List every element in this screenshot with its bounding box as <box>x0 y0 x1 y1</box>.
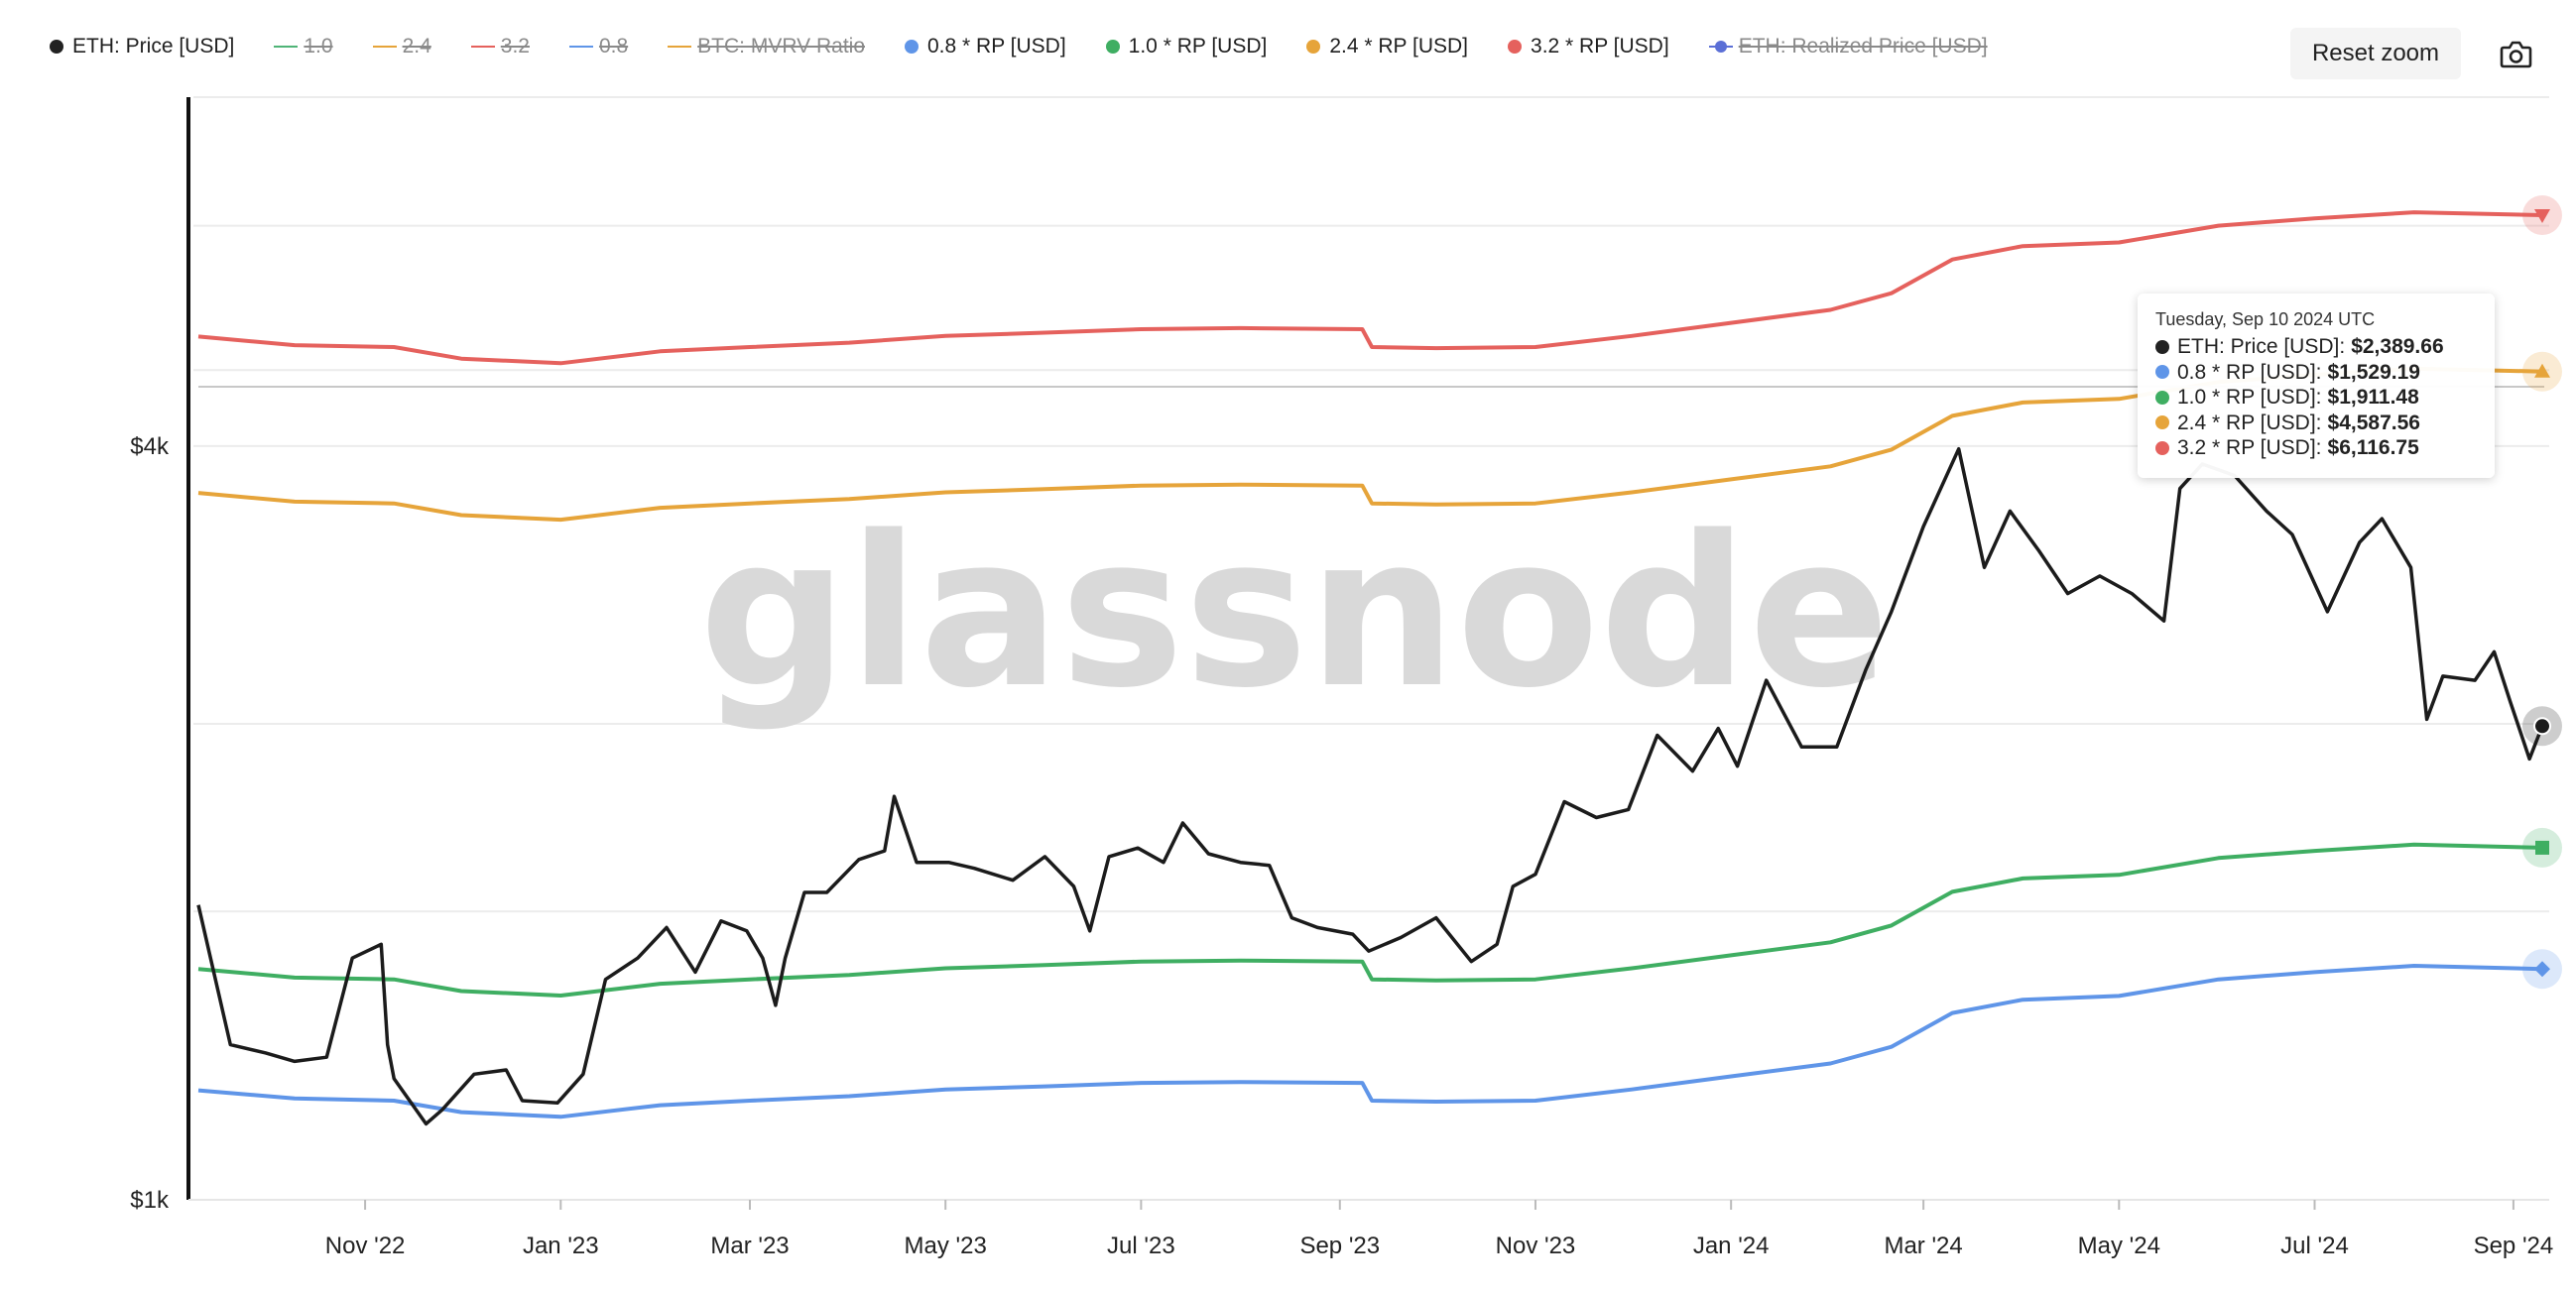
tooltip-row: 3.2 * RP [USD]: $6,116.75 <box>2155 435 2495 461</box>
legend-item-0-8-rp-usd[interactable]: 0.8 * RP [USD] <box>905 35 1066 59</box>
tooltip-row: 2.4 * RP [USD]: $4,587.56 <box>2155 411 2495 436</box>
legend-label: 0.8 <box>598 35 629 58</box>
legend-item-eth-realized-price-usd[interactable]: ETH: Realized Price [USD] <box>1708 35 1988 59</box>
camera-icon[interactable] <box>2498 38 2533 71</box>
legend-item-1-0[interactable]: 1.0 <box>274 35 333 59</box>
legend-swatch-icon <box>668 40 692 54</box>
tooltip-label: 0.8 * RP [USD]: <box>2177 360 2322 384</box>
marker-0-8-rp-usd <box>2534 961 2550 978</box>
legend-label: 0.8 * RP [USD] <box>927 35 1066 58</box>
tooltip: Tuesday, Sep 10 2024 UTC ETH: Price [USD… <box>2138 294 2495 478</box>
tooltip-label: 3.2 * RP [USD]: <box>2177 436 2322 459</box>
x-tick-label: Jul '23 <box>1107 1233 1175 1259</box>
legend-item-1-0-rp-usd[interactable]: 1.0 * RP [USD] <box>1105 35 1268 59</box>
legend-swatch-icon <box>470 40 495 54</box>
legend-label: ETH: Price [USD] <box>72 35 235 58</box>
legend-item-btc-mvrv-ratio[interactable]: BTC: MVRV Ratio <box>668 35 865 59</box>
tooltip-value: $1,529.19 <box>2327 360 2420 384</box>
tooltip-value: $6,116.75 <box>2327 436 2419 459</box>
legend-swatch-icon <box>568 40 593 54</box>
legend-swatch-icon <box>50 40 63 54</box>
chart-legend: ETH: Price [USD] 1.0 2.4 3.2 0.8 BTC: MVRV Ra… <box>50 30 2027 63</box>
tooltip-value: $4,587.56 <box>2327 411 2420 434</box>
tooltip-date: Tuesday, Sep 10 2024 UTC <box>2155 309 2376 329</box>
legend-swatch-icon <box>1708 40 1733 54</box>
x-tick-label: Mar '23 <box>710 1233 789 1259</box>
legend-swatch-icon <box>1105 40 1120 54</box>
legend-item-2-4[interactable]: 2.4 <box>372 35 431 59</box>
y-axis: $1k $4k <box>130 433 170 1214</box>
tooltip-value: $2,389.66 <box>2351 335 2444 358</box>
series-dot-icon <box>2155 365 2169 380</box>
series-dot-icon <box>2155 390 2169 405</box>
marker-3-2-rp-usd <box>2534 209 2550 224</box>
series-line-eth-price-usd <box>196 446 2544 1126</box>
series-dot-icon <box>2155 440 2169 455</box>
hover-markers <box>2522 195 2562 990</box>
series-line-0-8-rp-usd <box>197 964 2543 1119</box>
marker-1-0-rp-usd <box>2535 840 2549 855</box>
y-tick-label: $4k <box>130 433 170 460</box>
x-tick-label: Mar '24 <box>1884 1233 1962 1259</box>
tooltip-value: $1,911.48 <box>2327 386 2419 409</box>
marker-2-4-rp-usd <box>2534 363 2550 378</box>
tooltip-row: ETH: Price [USD]: $2,389.66 <box>2155 334 2495 360</box>
legend-label: ETH: Realized Price [USD] <box>1738 35 1988 58</box>
x-tick-label: May '24 <box>2078 1233 2160 1259</box>
legend-label: BTC: MVRV Ratio <box>697 35 865 58</box>
series-lines <box>196 210 2544 1126</box>
y-tick-label: $1k <box>130 1187 170 1214</box>
legend-item-3-2[interactable]: 3.2 <box>470 35 530 59</box>
marker-eth-price-usd <box>2533 717 2551 736</box>
x-tick-label: Jan '23 <box>523 1233 599 1259</box>
tooltip-label: ETH: Price [USD]: <box>2177 335 2346 358</box>
legend-swatch-icon <box>372 40 397 54</box>
legend-item-eth-price-usd[interactable]: ETH: Price [USD] <box>50 35 234 59</box>
tooltip-row: 0.8 * RP [USD]: $1,529.19 <box>2155 360 2495 386</box>
tooltip-row: 1.0 * RP [USD]: $1,911.48 <box>2155 385 2495 411</box>
legend-item-3-2-rp-usd[interactable]: 3.2 * RP [USD] <box>1508 35 1669 59</box>
x-tick-label: Nov '22 <box>325 1233 406 1259</box>
x-tick-label: Jan '24 <box>1693 1233 1770 1259</box>
series-line-2-4-rp-usd <box>197 366 2543 523</box>
legend-label: 1.0 * RP [USD] <box>1128 35 1268 58</box>
legend-swatch-icon <box>274 40 299 54</box>
x-tick-label: Sep '24 <box>2474 1233 2554 1259</box>
legend-label: 1.0 <box>304 35 333 58</box>
series-dot-icon <box>2155 415 2169 430</box>
legend-swatch-icon <box>905 40 919 54</box>
legend-label: 2.4 <box>402 35 431 58</box>
x-tick-label: Sep '23 <box>1299 1233 1380 1259</box>
x-tick-label: May '23 <box>905 1233 987 1259</box>
legend-label: 3.2 * RP [USD] <box>1531 35 1669 58</box>
x-tick-label: Jul '24 <box>2280 1233 2349 1259</box>
tooltip-label: 2.4 * RP [USD]: <box>2177 411 2322 434</box>
legend-item-2-4-rp-usd[interactable]: 2.4 * RP [USD] <box>1306 35 1468 59</box>
x-axis: Nov '22 Jan '23 Mar '23 May '23 Jul '23 Sep '… <box>325 1200 2553 1259</box>
series-line-3-2-rp-usd <box>197 210 2543 366</box>
legend-label: 2.4 * RP [USD] <box>1329 35 1469 58</box>
reset-zoom-button[interactable]: Reset zoom <box>2290 28 2461 79</box>
series-line-1-0-rp-usd <box>197 842 2543 998</box>
watermark-logo: glassnode <box>699 491 1891 734</box>
tooltip-label: 1.0 * RP [USD]: <box>2177 386 2322 409</box>
series-dot-icon <box>2155 339 2169 354</box>
x-tick-label: Nov '23 <box>1496 1233 1576 1259</box>
legend-swatch-icon <box>1508 40 1523 54</box>
legend-swatch-icon <box>1306 40 1321 54</box>
legend-item-0-8[interactable]: 0.8 <box>568 35 629 59</box>
legend-label: 3.2 <box>500 35 530 58</box>
